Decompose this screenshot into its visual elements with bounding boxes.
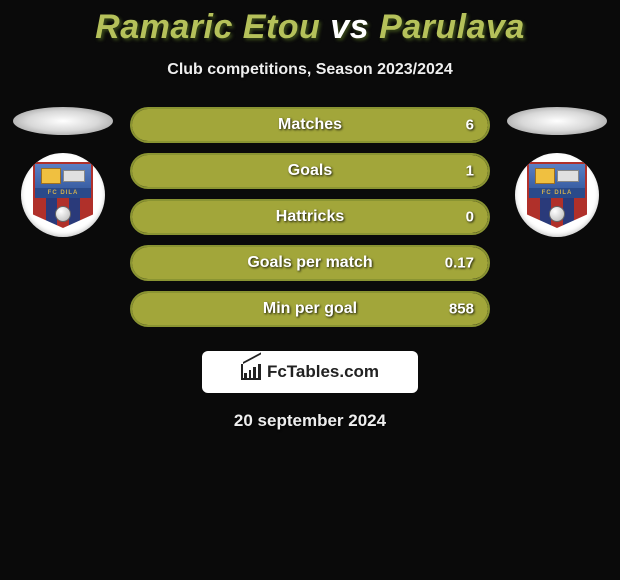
stat-value-right: 0.17 — [445, 255, 474, 272]
player1-club-crest-icon: FC DILA — [21, 153, 105, 237]
stat-label: Matches — [278, 116, 342, 134]
stat-label: Min per goal — [263, 300, 357, 318]
content-row: FC DILA Matches 6 Goals 1 Hattricks 0 Goals pe… — [0, 79, 620, 337]
stat-label: Goals — [288, 162, 332, 180]
comparison-card: Ramaric Etou vs Parulava Club competitio… — [0, 0, 620, 431]
right-side: FC DILA — [502, 107, 612, 237]
chart-icon — [241, 364, 261, 380]
stat-value-right: 1 — [466, 163, 474, 180]
stat-value-right: 6 — [466, 117, 474, 134]
stat-value-right: 858 — [449, 301, 474, 318]
player1-name: Ramaric Etou — [95, 8, 320, 46]
stat-row: Min per goal 858 — [130, 291, 490, 327]
stats-list: Matches 6 Goals 1 Hattricks 0 Goals per match 0… — [118, 107, 502, 337]
left-side: FC DILA — [8, 107, 118, 237]
stat-value-right: 0 — [466, 209, 474, 226]
stat-row: Goals 1 — [130, 153, 490, 189]
player1-placeholder-icon — [13, 107, 113, 135]
vs-text: vs — [330, 8, 369, 46]
player2-club-crest-icon: FC DILA — [515, 153, 599, 237]
subtitle: Club competitions, Season 2023/2024 — [0, 61, 620, 79]
stat-row: Matches 6 — [130, 107, 490, 143]
stat-row: Hattricks 0 — [130, 199, 490, 235]
player2-placeholder-icon — [507, 107, 607, 135]
stat-label: Goals per match — [247, 254, 372, 272]
page-title: Ramaric Etou vs Parulava — [0, 8, 620, 47]
date-text: 20 september 2024 — [0, 411, 620, 431]
stat-row: Goals per match 0.17 — [130, 245, 490, 281]
player2-name: Parulava — [379, 8, 525, 46]
brand-badge[interactable]: FcTables.com — [202, 351, 418, 393]
stat-label: Hattricks — [276, 208, 344, 226]
brand-text: FcTables.com — [267, 362, 379, 382]
